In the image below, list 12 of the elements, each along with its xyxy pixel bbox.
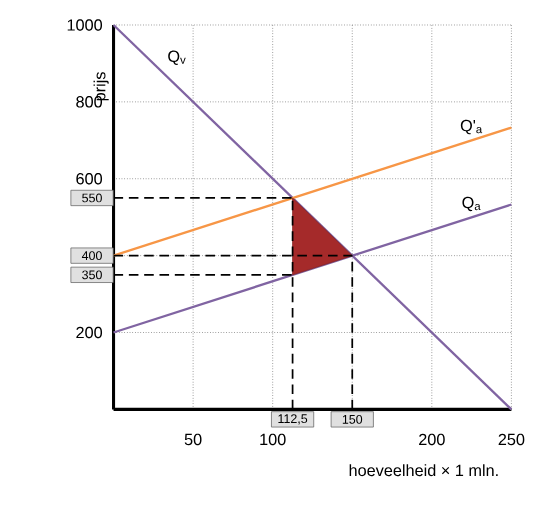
x-tick-label: 200	[419, 434, 445, 446]
series-label: Q$_{v}$	[168, 50, 186, 66]
series-label: Q$_{a}$	[462, 197, 481, 212]
y-axis-title: prijs	[93, 72, 109, 101]
y-tick-label: 600	[76, 173, 103, 185]
x-axis-title: hoeveelheid × 1 mln.	[349, 464, 498, 477]
x-tick-label: 50	[184, 434, 202, 446]
x-tick-label: 100	[260, 434, 286, 446]
y-tick-label: 200	[76, 327, 103, 339]
x-tick-label: 250	[498, 434, 525, 446]
y-tick-label: 1000	[67, 19, 103, 32]
series-label: Q'$_{a}$	[460, 120, 483, 135]
